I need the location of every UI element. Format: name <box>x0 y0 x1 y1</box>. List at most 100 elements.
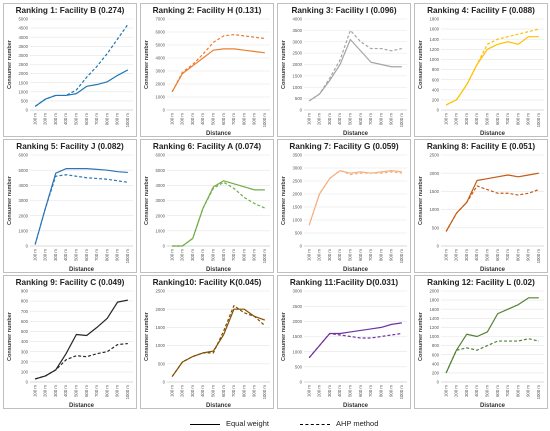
y-axis-label: Consumer number <box>281 175 287 225</box>
x-tick-label: 600 m <box>358 385 363 397</box>
y-tick-label: 700 <box>21 309 29 314</box>
y-tick-label: 2000 <box>155 307 165 312</box>
x-tick-label: 100 m <box>169 385 174 397</box>
chart-title: Ranking 6: Facility A (0.074) <box>152 142 262 151</box>
y-tick-label: 1200 <box>429 47 439 52</box>
chart-svg: 0 500 1000 1500 2000 2500 3000 3500 4000 4500 5000… <box>7 17 133 128</box>
chart-title: Ranking 8: Facility E (0.051) <box>426 142 536 151</box>
y-tick-label: 4000 <box>292 17 302 22</box>
y-tick-label: 500 <box>21 329 29 334</box>
x-tick-label: 300 m <box>190 249 195 261</box>
y-axis-label: Consumer number <box>281 311 287 361</box>
x-tick-label: 1000 m <box>262 385 267 400</box>
x-tick-label: 800 m <box>104 113 109 125</box>
x-tick-label: 400 m <box>474 249 479 261</box>
x-tick-label: 100 m <box>443 249 448 261</box>
y-tick-label: 2000 <box>155 82 165 87</box>
x-tick-label: 200 m <box>454 113 459 125</box>
chart-panel-1: Ranking 1: Facility B (0.274) 0 500 1000 150… <box>3 3 137 137</box>
y-tick-label: 1000 <box>292 349 302 354</box>
x-axis-label: Distance <box>206 267 232 273</box>
x-tick-label: 400 m <box>63 249 68 261</box>
x-axis-label: Distance <box>69 267 95 273</box>
chart-title: Ranking 7: Facility G (0.059) <box>289 142 399 151</box>
y-axis-label: Consumer number <box>418 175 424 225</box>
y-axis-label: Consumer number <box>7 311 13 361</box>
chart-svg: 0 500 1000 1500 2000 2500 3000 3500 100 m 200 m 30… <box>281 153 407 272</box>
legend-dashed-line-swatch <box>300 423 330 425</box>
series-line-ahp-method <box>308 29 402 102</box>
y-tick-label: 2500 <box>155 289 165 294</box>
chart-panel-8: Ranking 8: Facility E (0.051) 0 500 1000 150… <box>414 139 548 273</box>
y-tick-label: 6000 <box>155 153 165 158</box>
x-tick-label: 600 m <box>495 113 500 125</box>
x-tick-label: 600 m <box>358 113 363 125</box>
x-tick-label: 200 m <box>317 385 322 397</box>
series-line-ahp-method <box>171 304 266 377</box>
series-line-equal-weight <box>445 297 539 374</box>
y-tick-label: 3000 <box>292 39 302 44</box>
series-line-ahp-method <box>34 174 128 245</box>
chart-panel-12: Ranking 12: Facility L (0.02) 0 200 400 600 8… <box>414 275 548 409</box>
series-line-ahp-method <box>34 342 128 380</box>
x-tick-label: 900 m <box>252 385 257 397</box>
y-tick-label: 3000 <box>18 198 28 203</box>
figure-legend: Equal weight AHP method <box>0 416 550 431</box>
x-axis-label: Distance <box>480 131 506 137</box>
y-tick-label: 1500 <box>292 73 302 78</box>
y-tick-label: 1500 <box>429 189 439 194</box>
y-tick-label: 1000 <box>155 343 165 348</box>
y-tick-label: 3000 <box>18 53 28 58</box>
y-tick-label: 0 <box>437 244 440 249</box>
x-tick-label: 1000 m <box>125 249 130 264</box>
chart-svg: 0 500 1000 1500 2000 2500 100 m 200 m 300 m 400 m… <box>144 289 270 408</box>
y-axis-label: Consumer number <box>7 175 13 225</box>
y-tick-label: 2000 <box>155 213 165 218</box>
x-tick-label: 300 m <box>327 385 332 397</box>
y-tick-label: 1500 <box>292 334 302 339</box>
y-tick-label: 200 <box>432 371 440 376</box>
x-tick-label: 900 m <box>526 249 531 261</box>
y-tick-label: 2000 <box>18 71 28 76</box>
y-tick-label: 500 <box>432 225 440 230</box>
y-tick-label: 1000 <box>429 57 439 62</box>
x-tick-label: 1000 m <box>399 113 404 128</box>
chart-panel-7: Ranking 7: Facility G (0.059) 0 500 1000 150… <box>277 139 411 273</box>
y-tick-label: 1400 <box>429 316 439 321</box>
y-tick-label: 6000 <box>18 153 28 158</box>
y-axis-label: Consumer number <box>281 39 287 89</box>
x-tick-label: 700 m <box>231 385 236 397</box>
y-tick-label: 5000 <box>155 168 165 173</box>
x-tick-label: 900 m <box>526 385 531 397</box>
x-tick-label: 800 m <box>515 113 520 125</box>
x-tick-label: 200 m <box>43 249 48 261</box>
y-tick-label: 3500 <box>292 28 302 33</box>
x-tick-label: 1000 m <box>125 113 130 128</box>
y-tick-label: 500 <box>295 231 303 236</box>
y-tick-label: 1400 <box>429 37 439 42</box>
series-line-ahp-method <box>171 34 265 93</box>
x-tick-label: 500 m <box>484 249 489 261</box>
chart-svg: 0 200 400 600 800 1000 1200 1400 1600 1800 100 m 20… <box>418 17 544 137</box>
y-tick-label: 0 <box>437 108 440 113</box>
series-line-equal-weight <box>445 172 539 232</box>
y-tick-label: 1600 <box>429 307 439 312</box>
y-tick-label: 6000 <box>155 30 165 35</box>
x-axis-label: Distance <box>480 403 506 409</box>
x-tick-label: 600 m <box>221 385 226 397</box>
chart-svg: 0 500 1000 1500 2000 2500 100 m 200 m 300 m 400 m… <box>418 153 544 272</box>
x-tick-label: 900 m <box>252 113 257 125</box>
x-tick-label: 500 m <box>210 385 215 397</box>
x-tick-label: 800 m <box>104 249 109 261</box>
series-line-ahp-method <box>172 181 266 247</box>
x-tick-label: 400 m <box>200 113 205 125</box>
y-tick-label: 400 <box>432 361 440 366</box>
x-tick-label: 300 m <box>464 249 469 261</box>
x-tick-label: 700 m <box>231 249 236 261</box>
x-tick-label: 1000 m <box>536 249 541 264</box>
y-tick-label: 3500 <box>18 44 28 49</box>
y-tick-label: 1800 <box>429 298 439 303</box>
y-tick-label: 2500 <box>18 62 28 67</box>
x-tick-label: 200 m <box>43 113 48 125</box>
chart-title: Ranking 12: Facility L (0.02) <box>427 278 535 287</box>
